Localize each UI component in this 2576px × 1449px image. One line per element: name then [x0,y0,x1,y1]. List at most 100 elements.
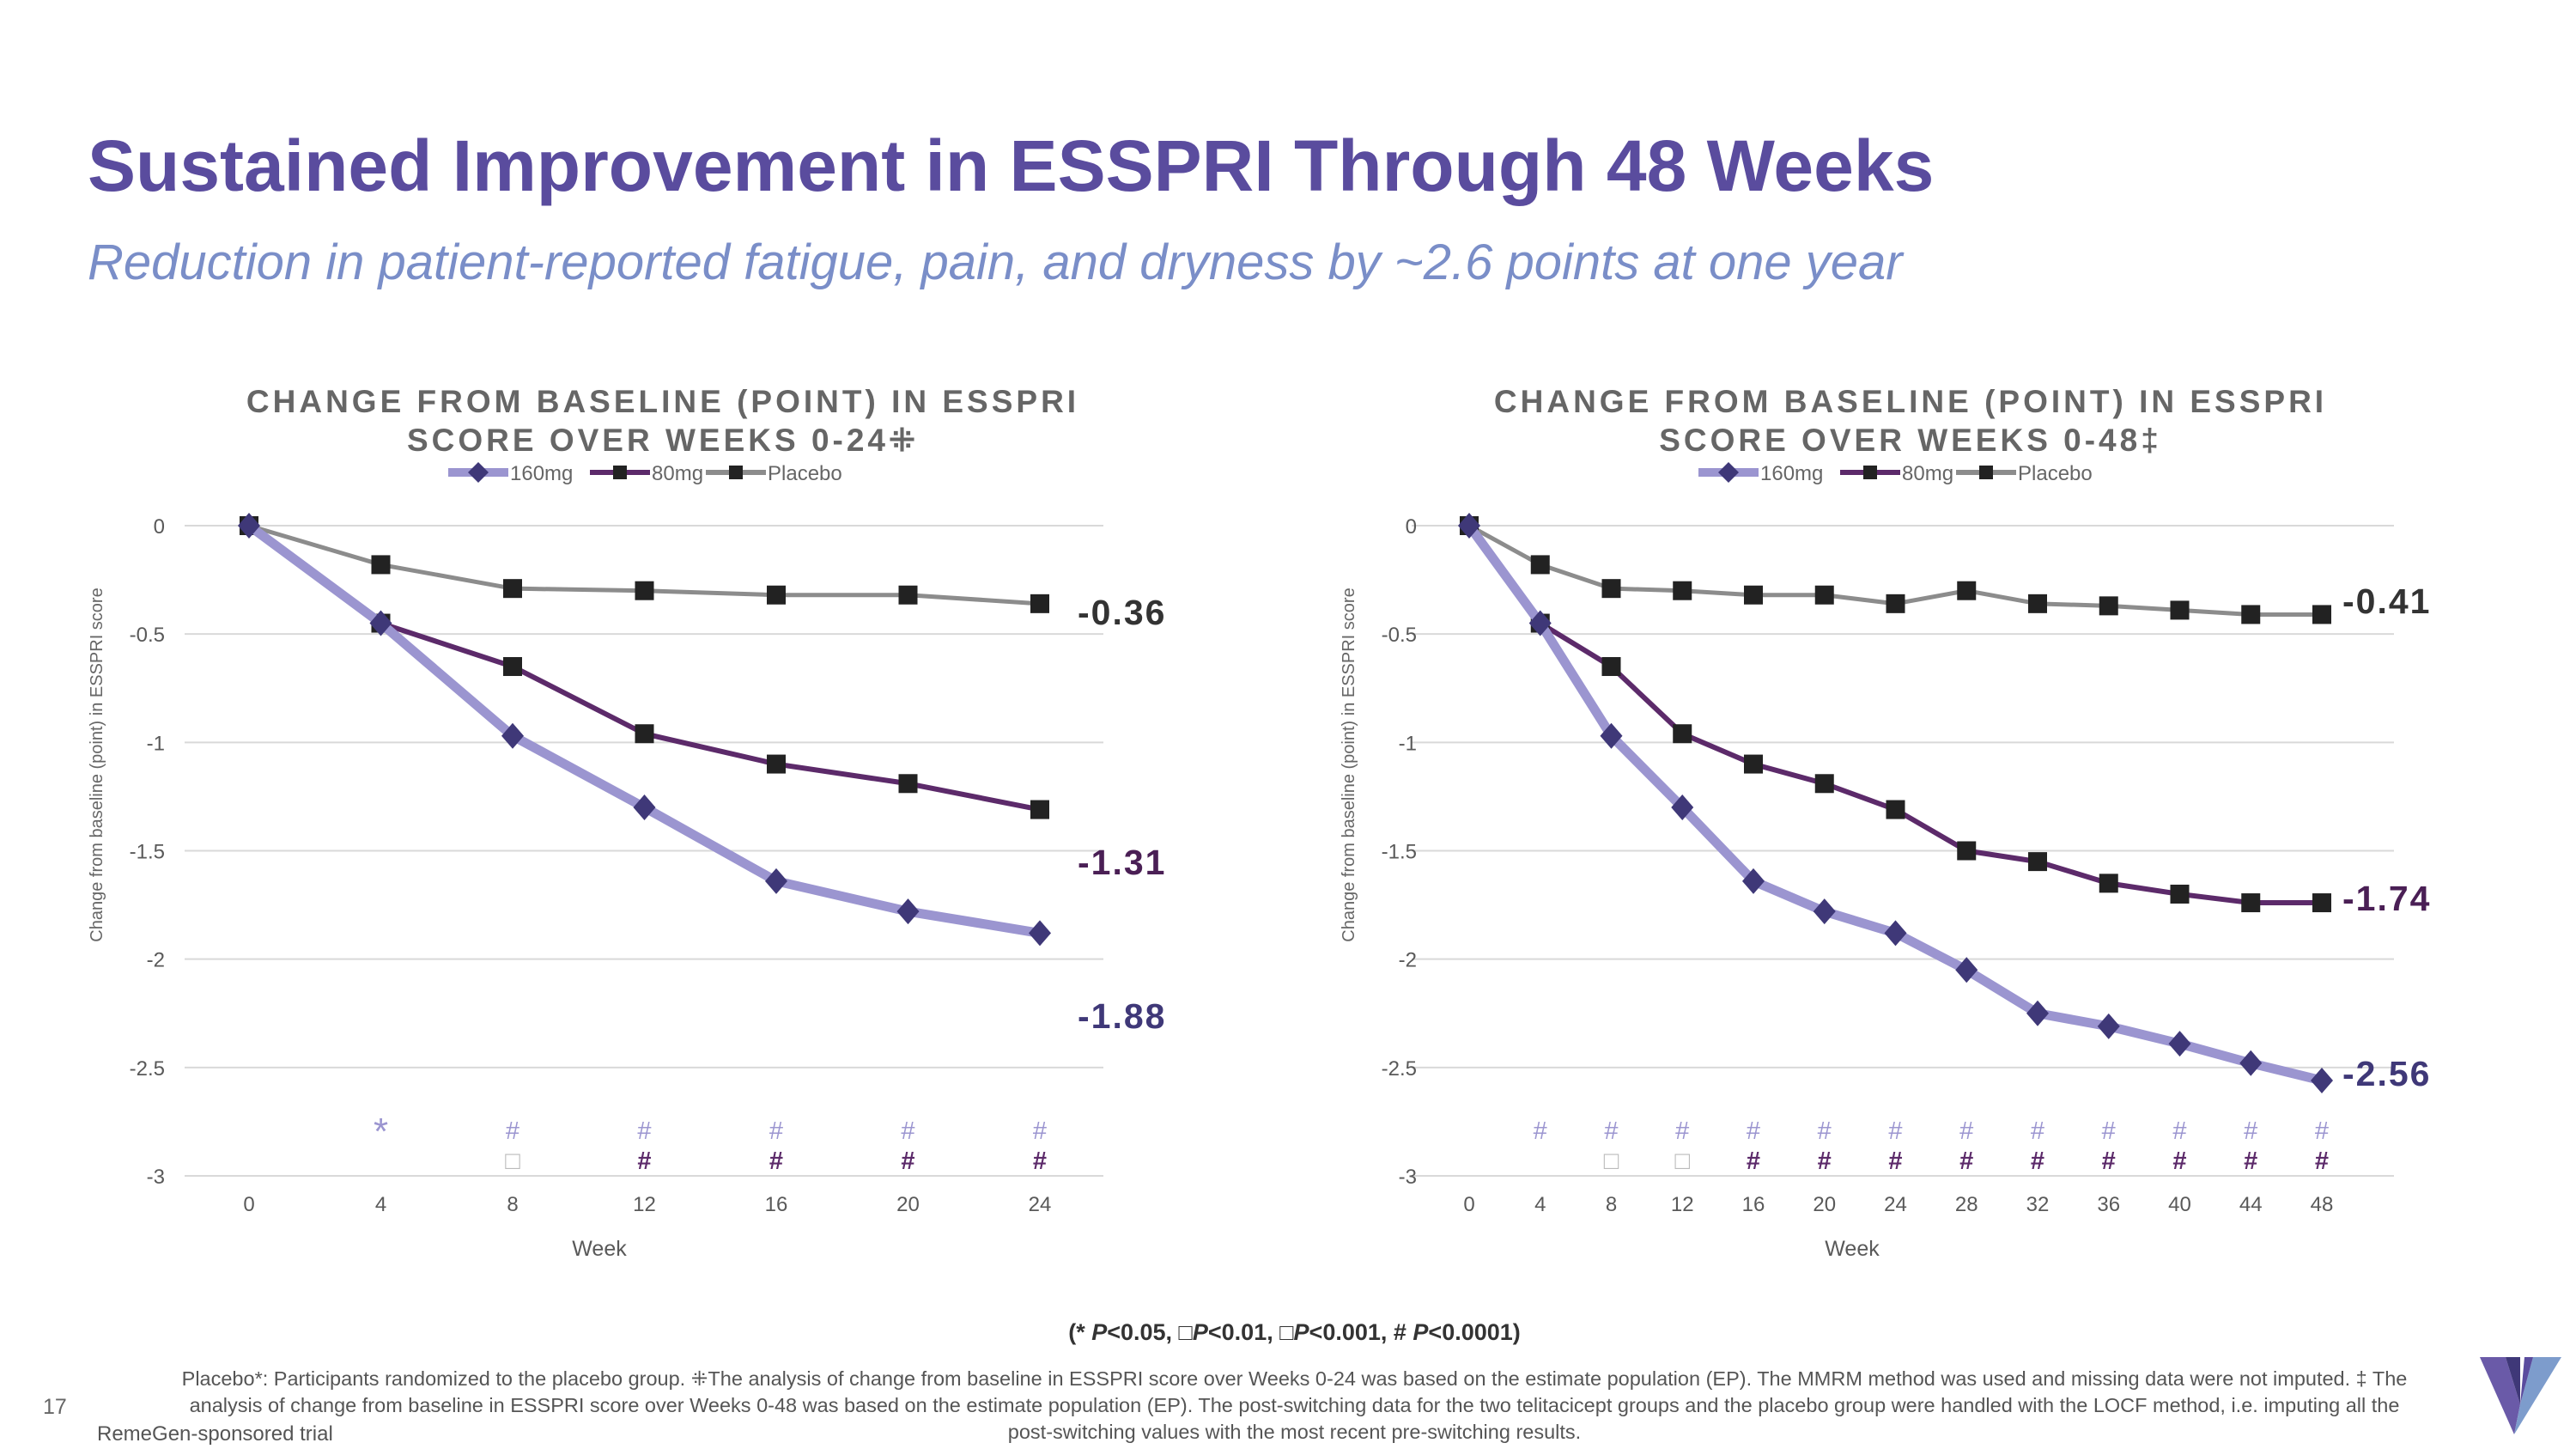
data-point-160mg [1029,920,1051,947]
x-tick-label: 4 [1534,1193,1546,1216]
data-point-160mg [1813,898,1836,925]
legend-square-marker [1979,466,1993,479]
data-point-80mg [1957,841,1977,861]
x-tick-label: 48 [2311,1193,2334,1216]
significance-marker-160mg: # [506,1117,519,1145]
data-point-160mg [238,513,260,539]
x-tick-label: 20 [1813,1193,1836,1216]
data-point-placebo [1030,594,1049,613]
significance-marker-80mg: # [1888,1148,1902,1175]
significance-marker-80mg: # [2244,1148,2257,1175]
end-value-label: -1.74 [2342,879,2431,918]
data-point-80mg [2241,893,2261,913]
chart-title: SCORE OVER WEEKS 0-24⁜ [407,423,919,458]
data-point-80mg [2170,884,2190,904]
x-tick-label: 36 [2097,1193,2120,1216]
data-point-placebo [371,555,391,575]
x-tick-label: 16 [765,1193,788,1216]
significance-marker-160mg: # [2244,1117,2257,1145]
data-point-placebo [1744,585,1763,605]
significance-marker-80mg: # [2172,1148,2186,1175]
end-value-label: -1.88 [1078,996,1166,1036]
data-point-160mg [1458,513,1480,539]
significance-marker-80mg: # [2102,1148,2116,1175]
legend-label: Placebo [768,462,842,485]
significance-marker-160mg: # [1818,1117,1832,1145]
y-tick-label: -1.5 [130,841,165,864]
data-point-80mg [635,724,654,744]
significance-marker-80mg: # [2315,1148,2329,1175]
chart-title: CHANGE FROM BASELINE (POINT) IN ESSPRI [1494,384,2327,419]
sig-legend-text: <0.01, □ [1207,1319,1294,1345]
significance-marker-160mg: # [2031,1117,2044,1145]
sponsor-note: RemeGen-sponsored trial [97,1422,333,1446]
data-point-placebo [2170,600,2190,620]
y-tick-label: -2.5 [130,1057,165,1081]
data-point-160mg [369,610,392,636]
data-point-160mg [765,868,787,894]
data-point-160mg [896,898,920,925]
sig-legend-text: <0.001, # [1309,1319,1413,1345]
y-tick-label: -2.5 [1382,1057,1417,1081]
legend-square-marker [613,466,627,479]
data-point-80mg [2028,852,2047,872]
y-tick-label: -2 [1399,949,1417,972]
footnote: Placebo*: Participants randomized to the… [181,1367,2408,1443]
significance-marker-160mg: # [2172,1117,2186,1145]
data-point-160mg [1955,957,1978,983]
data-point-placebo [1814,585,1834,605]
data-point-160mg [2311,1067,2333,1093]
x-tick-label: 0 [243,1193,254,1216]
series-line-80mg [247,523,1041,813]
significance-marker-160mg: # [1888,1117,1902,1145]
y-tick-label: -2 [147,949,165,972]
data-point-placebo [1601,579,1621,599]
significance-marker-160mg: # [2315,1117,2329,1145]
data-point-placebo [1530,555,1550,575]
legend-diamond-marker [468,462,489,483]
data-point-160mg [2097,1013,2120,1039]
significance-marker-160mg: # [1033,1117,1047,1145]
y-tick-label: -1 [147,732,165,755]
sig-legend-text: <0.05, □ [1107,1319,1193,1345]
x-tick-label: 24 [1884,1193,1907,1216]
x-tick-label: 0 [1463,1193,1474,1216]
significance-marker-80mg: # [1959,1148,1973,1175]
end-value-label: -0.41 [2342,581,2431,621]
data-point-placebo [2312,605,2331,624]
significance-marker-160mg: * [374,1111,388,1153]
data-point-160mg [633,795,656,821]
x-tick-label: 40 [2168,1193,2191,1216]
significance-marker-160mg: # [1675,1117,1689,1145]
data-point-80mg [767,754,786,774]
significance-marker-80mg: □ [1674,1148,1690,1175]
significance-marker-80mg: # [901,1148,914,1175]
data-point-placebo [2028,594,2047,613]
data-point-160mg [2239,1050,2263,1076]
data-point-160mg [501,722,524,749]
y-tick-label: -0.5 [1382,624,1417,647]
data-point-160mg [2026,1000,2049,1026]
legend-square-marker [1863,466,1877,479]
y-tick-label: -1.5 [1382,841,1417,864]
significance-marker-160mg: # [1604,1117,1618,1145]
legend-label: 80mg [652,462,703,485]
y-tick-label: 0 [154,515,165,539]
x-axis-label: Week [572,1237,627,1261]
sig-legend-text: (* [1068,1319,1092,1345]
data-point-80mg [1030,800,1049,819]
sig-legend-p: P [1192,1319,1208,1345]
data-point-80mg [2312,893,2331,913]
data-point-80mg [2099,874,2118,893]
data-point-80mg [503,657,522,677]
significance-marker-80mg: # [1747,1148,1760,1175]
sig-legend-p: P [1091,1319,1108,1345]
y-tick-label: -0.5 [130,624,165,647]
significance-legend: (* P<0.05, □P<0.01, □P<0.001, # P<0.0001… [0,1319,2576,1346]
y-tick-label: -1 [1399,732,1417,755]
x-tick-label: 28 [1955,1193,1978,1216]
end-value-label: -0.36 [1078,593,1166,632]
sig-legend-text: <0.0001) [1428,1319,1521,1345]
page-title: Sustained Improvement in ESSPRI Through … [88,125,1935,206]
sig-legend-p: P [1293,1319,1309,1345]
